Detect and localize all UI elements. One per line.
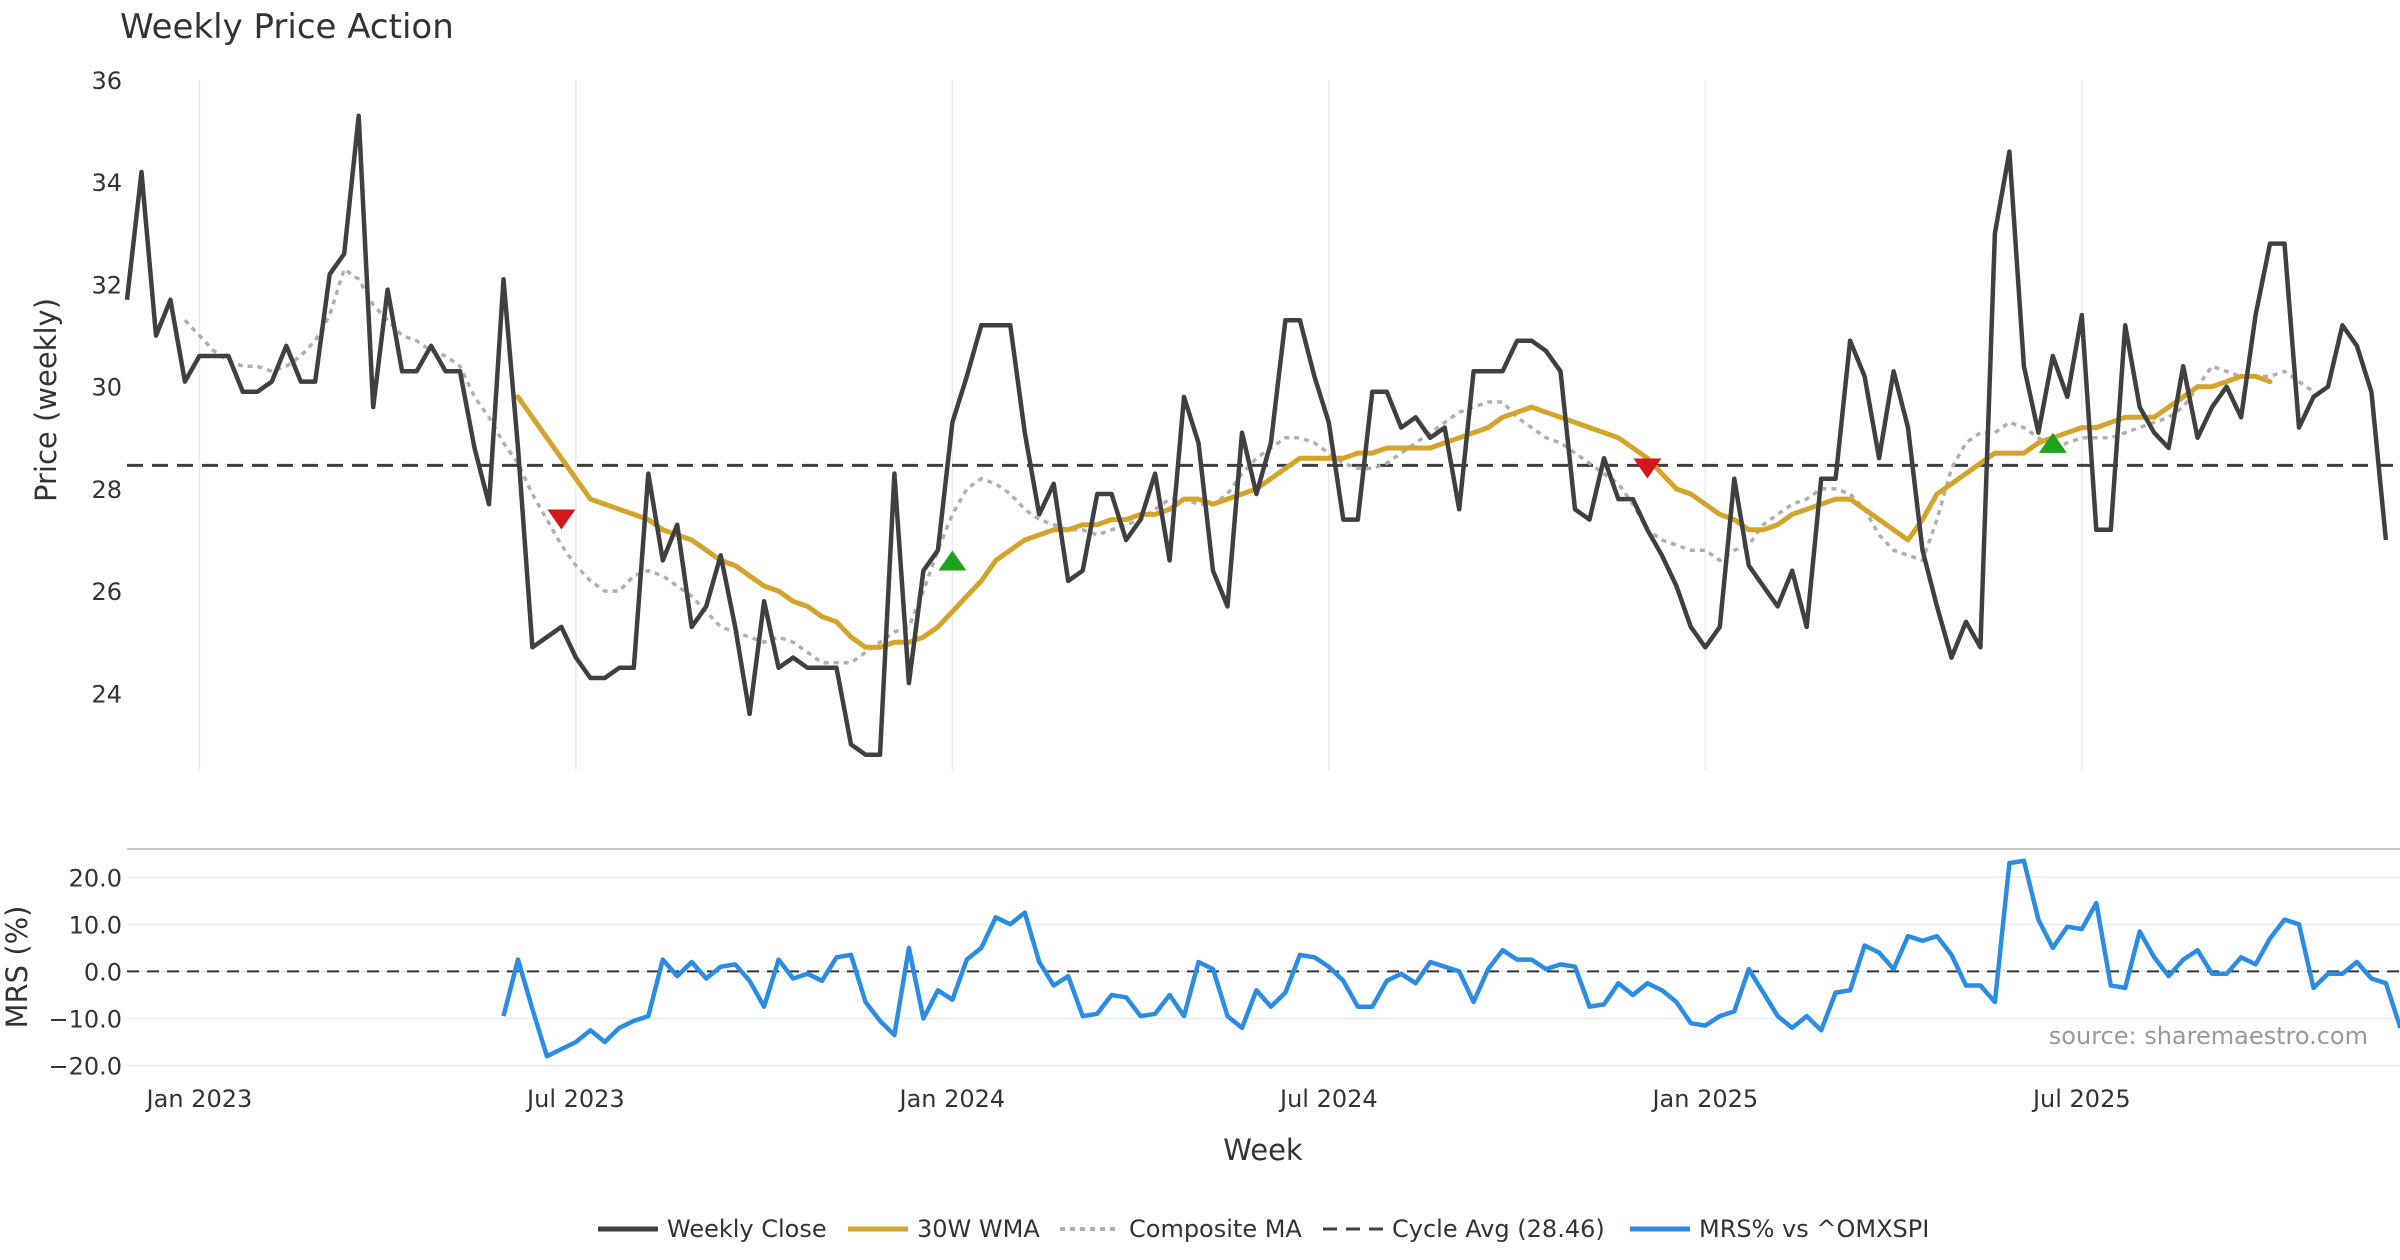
price-y-axis-title: Price (weekly)	[29, 298, 63, 502]
mrs-line	[501, 858, 2400, 1059]
legend-label: Composite MA	[1129, 1215, 1302, 1243]
price-y-tick-label: 30	[91, 374, 122, 402]
buy-signal-marker	[2038, 432, 2067, 453]
legend-label: MRS% vs ^OMXSPI	[1699, 1215, 1929, 1243]
price-y-tick-label: 26	[91, 578, 122, 606]
x-axis-title: Week	[1223, 1133, 1303, 1167]
mrs-y-tick-label: 0.0	[84, 958, 122, 986]
price-y-tick-label: 24	[91, 680, 122, 708]
price-y-tick-label: 36	[91, 67, 122, 95]
legend-label: Cycle Avg (28.46)	[1392, 1215, 1605, 1243]
legend: Weekly Close 30W WMA Composite MA Cycle Avg…	[598, 1215, 1929, 1243]
signal-markers	[547, 432, 2067, 571]
sell-signal-marker	[547, 509, 576, 530]
x-axis: Jan 2023 Jul 2023 Jan 2024 Jul 2024 Jan 2025…	[145, 1085, 2131, 1113]
chart-title: Weekly Price Action	[120, 7, 454, 47]
price-y-axis: 24 26 28 30 32 34 36	[91, 67, 122, 708]
mrs-y-tick-label: 10.0	[69, 911, 122, 939]
sell-signal-marker	[1633, 458, 1662, 479]
source-annotation: source: sharemaestro.com	[2049, 1022, 2368, 1050]
wma-30w-line	[515, 373, 2273, 650]
mrs-y-axis-title: MRS (%)	[0, 906, 34, 1029]
mrs-y-tick-label: 20.0	[69, 864, 122, 892]
buy-signal-marker	[938, 550, 967, 571]
x-tick-label: Jul 2025	[2031, 1085, 2131, 1113]
mrs-series	[127, 858, 2400, 1059]
mrs-grid	[127, 876, 2400, 1067]
legend-label: Weekly Close	[667, 1215, 827, 1243]
price-y-tick-label: 32	[91, 271, 122, 299]
x-tick-label: Jan 2023	[145, 1085, 253, 1113]
mrs-y-tick-label: −20.0	[48, 1053, 122, 1081]
price-grid	[198, 80, 2083, 770]
price-y-tick-label: 28	[91, 476, 122, 504]
price-y-tick-label: 34	[91, 169, 122, 197]
x-tick-label: Jul 2023	[525, 1085, 625, 1113]
legend-label: 30W WMA	[917, 1215, 1040, 1243]
x-tick-label: Jul 2024	[1278, 1085, 1378, 1113]
x-tick-label: Jan 2025	[1650, 1085, 1758, 1113]
x-tick-label: Jan 2024	[898, 1085, 1006, 1113]
mrs-y-axis: 20.0 10.0 0.0 −10.0 −20.0	[48, 864, 122, 1080]
weekly-close-line	[124, 113, 2389, 757]
price-series	[124, 113, 2400, 757]
mrs-y-tick-label: −10.0	[48, 1006, 122, 1034]
composite-ma-line	[183, 267, 2315, 665]
